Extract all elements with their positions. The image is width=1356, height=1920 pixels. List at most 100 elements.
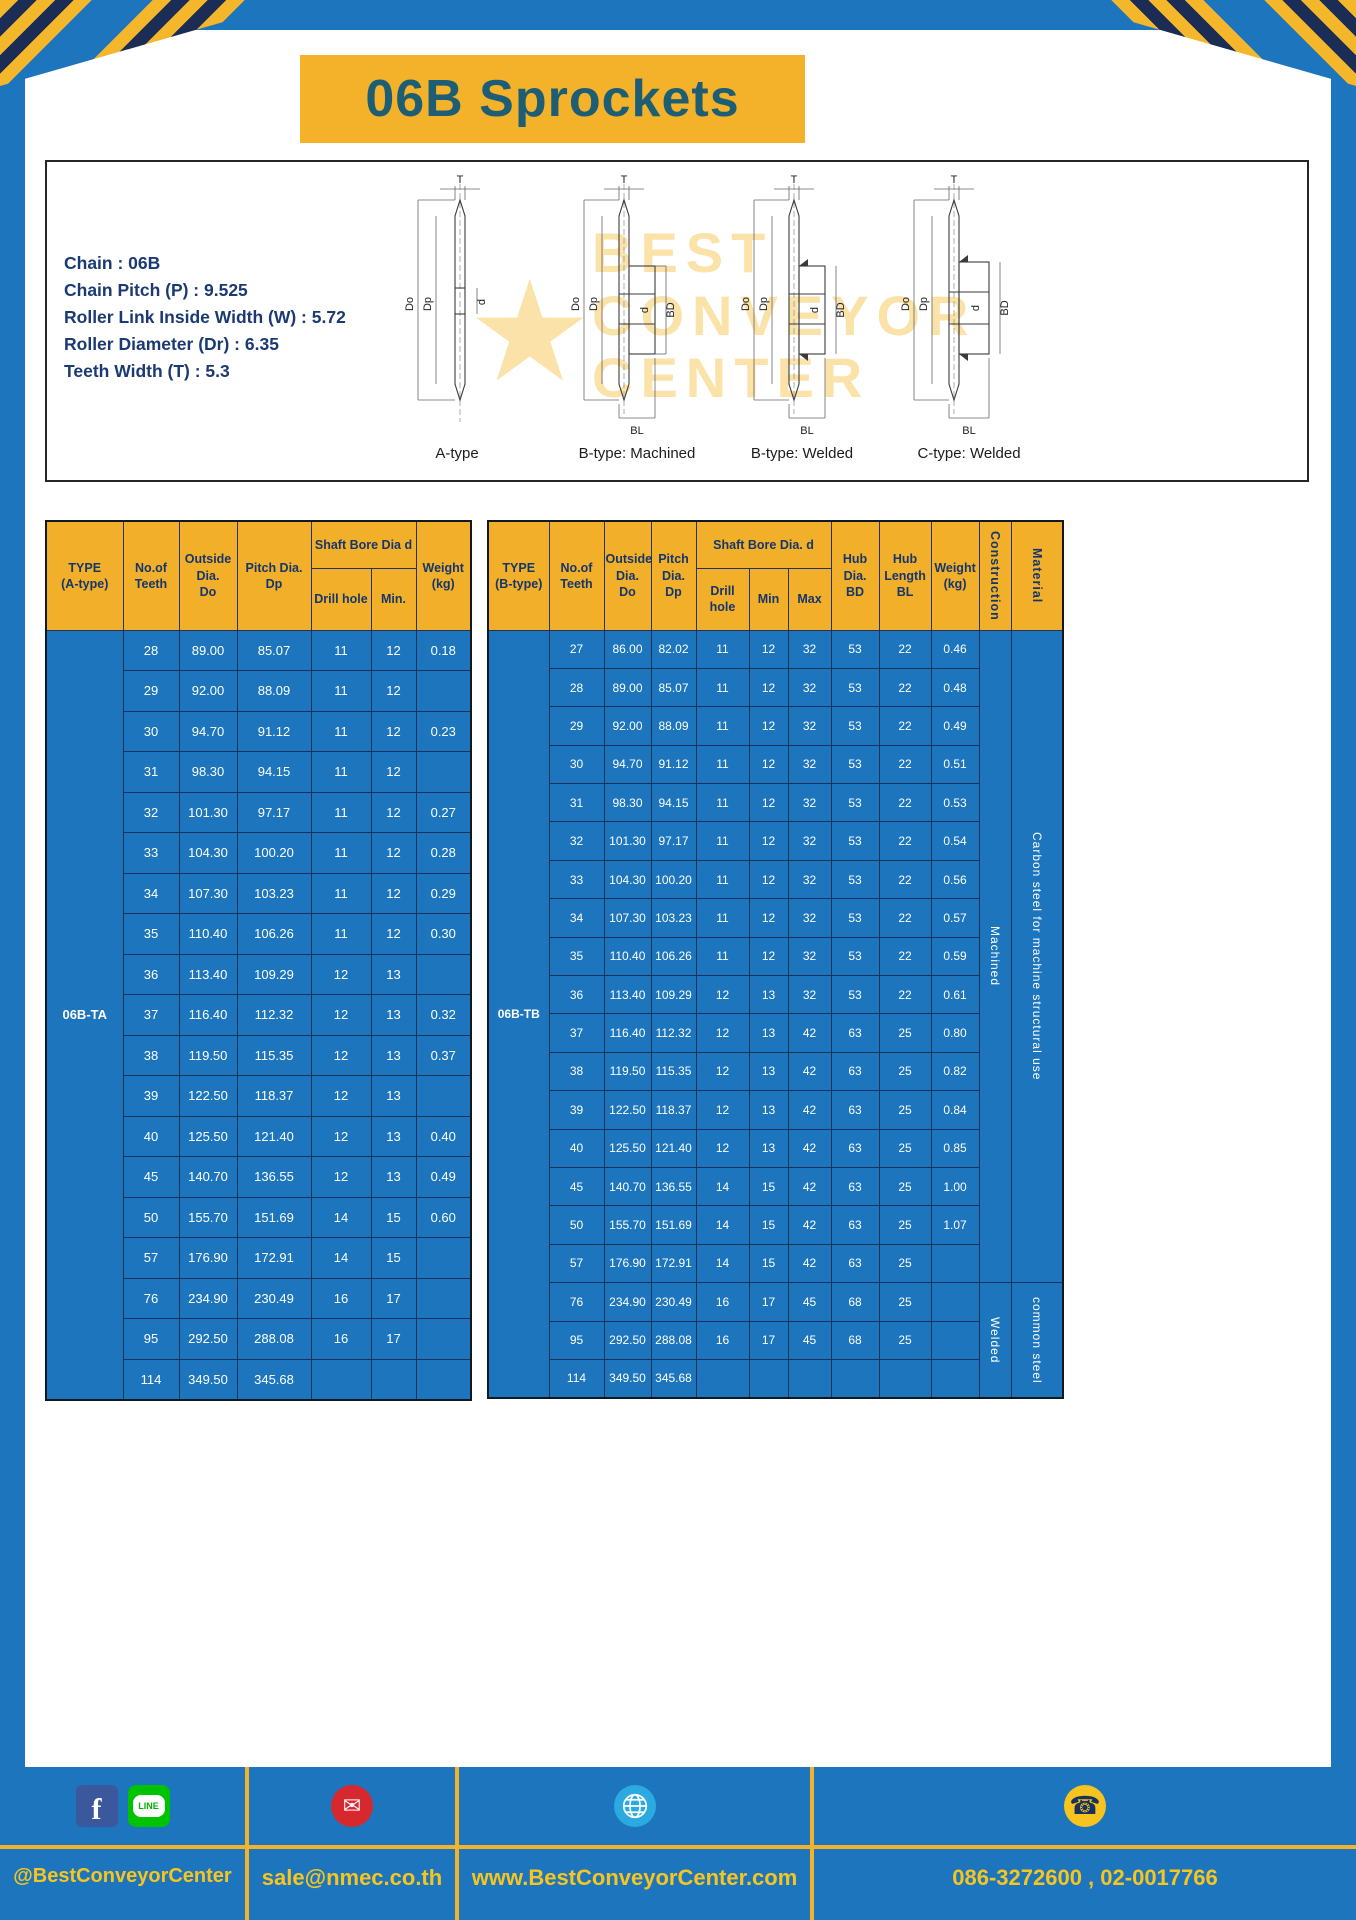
table-cell: 17 bbox=[748, 1320, 789, 1360]
table-cell: 22 bbox=[878, 859, 932, 900]
table-cell: 40 bbox=[548, 1128, 605, 1168]
table-cell: 12 bbox=[695, 1090, 750, 1130]
phone-icon[interactable]: ☎ bbox=[1064, 1785, 1106, 1827]
table-cell: 98.30 bbox=[603, 783, 652, 823]
footer-vertical-divider bbox=[455, 1767, 459, 1920]
table-cell bbox=[415, 670, 472, 712]
email-icon[interactable]: ✉ bbox=[331, 1785, 373, 1827]
table-cell: 12 bbox=[748, 667, 789, 708]
table-cell: 0.48 bbox=[930, 667, 980, 708]
table-cell: 14 bbox=[695, 1166, 750, 1207]
footer-website-section: www.BestConveyorCenter.com bbox=[459, 1767, 810, 1920]
table-cell: 17 bbox=[370, 1318, 417, 1360]
svg-text:BL: BL bbox=[630, 425, 643, 437]
table-cell: 11 bbox=[695, 859, 750, 900]
table-cell: 113.40 bbox=[178, 953, 238, 995]
table-cell: 36 bbox=[122, 953, 180, 995]
table-cell: 28 bbox=[122, 629, 180, 671]
table-cell: 53 bbox=[830, 629, 880, 669]
table-cell: 22 bbox=[878, 744, 932, 785]
column-header: Hub Length BL bbox=[878, 520, 932, 631]
table-cell bbox=[830, 1358, 880, 1399]
svg-text:d: d bbox=[639, 307, 651, 313]
table-cell: 122.50 bbox=[603, 1090, 652, 1130]
table-cell: 119.50 bbox=[603, 1051, 652, 1092]
table-cell: 122.50 bbox=[178, 1075, 238, 1117]
line-icon[interactable]: LINE bbox=[127, 1785, 170, 1827]
table-cell: 17 bbox=[370, 1277, 417, 1319]
table-cell: 109.29 bbox=[236, 953, 312, 995]
column-header: TYPE (B-type) bbox=[487, 520, 550, 631]
table-cell: 12 bbox=[695, 1013, 750, 1053]
table-cell: 22 bbox=[878, 667, 932, 708]
table-cell: 101.30 bbox=[178, 791, 238, 833]
table-cell: 1.00 bbox=[930, 1166, 980, 1207]
table-cell: 98.30 bbox=[178, 751, 238, 793]
table-cell: 0.60 bbox=[415, 1196, 472, 1238]
svg-text:BL: BL bbox=[800, 425, 813, 437]
table-cell bbox=[415, 953, 472, 995]
table-row: 57 176.90 172.91 14 15 42 63 25 bbox=[488, 1243, 1063, 1284]
table-cell: 42 bbox=[787, 1166, 832, 1207]
table-cell: 0.51 bbox=[930, 744, 980, 785]
table-cell: 11 bbox=[695, 783, 750, 823]
footer-email[interactable]: sale@nmec.co.th bbox=[261, 1865, 443, 1890]
table-cell: 12 bbox=[748, 706, 789, 746]
diagram-b-type-machined: T Do Dp BD d BL B-type: Machined bbox=[552, 174, 722, 462]
table-cell: 121.40 bbox=[236, 1115, 312, 1157]
table-cell: 89.00 bbox=[178, 629, 238, 671]
table-cell: 0.29 bbox=[415, 872, 472, 914]
table-cell: 95 bbox=[122, 1318, 180, 1360]
table-cell bbox=[930, 1282, 980, 1322]
table-row: 33 104.30 100.20 11 12 0.28 bbox=[46, 832, 472, 874]
table-cell: 32 bbox=[787, 706, 832, 746]
footer: f LINE @BestConveyorCenter ✉ sale@nmec.c… bbox=[0, 1767, 1356, 1920]
table-cell: 37 bbox=[548, 1013, 605, 1053]
table-cell: 22 bbox=[878, 898, 932, 938]
table-cell: 0.61 bbox=[930, 975, 980, 1015]
table-cell: 86.00 bbox=[603, 629, 652, 669]
table-cell: 22 bbox=[878, 936, 932, 977]
table-cell: 100.20 bbox=[650, 859, 697, 900]
table-cell: 12 bbox=[310, 1115, 372, 1157]
table-cell: 34 bbox=[548, 898, 605, 938]
facebook-icon[interactable]: f bbox=[75, 1785, 118, 1827]
table-cell: 151.69 bbox=[236, 1196, 312, 1238]
table-cell: 38 bbox=[548, 1051, 605, 1092]
table-cell: 104.30 bbox=[603, 859, 652, 900]
title-banner: 06B Sprockets bbox=[300, 55, 805, 143]
footer-phone-numbers[interactable]: 086-3272600 , 02-0017766 bbox=[952, 1865, 1218, 1890]
table-cell: 13 bbox=[370, 1156, 417, 1198]
sprocket-drawing: T Do Dp d bbox=[404, 174, 488, 422]
table-cell: 34 bbox=[122, 872, 180, 914]
svg-text:Do: Do bbox=[570, 297, 582, 311]
table-cell: 12 bbox=[310, 953, 372, 995]
table-cell: 45 bbox=[548, 1166, 605, 1207]
table-cell: 15 bbox=[748, 1243, 789, 1284]
table-cell: 32 bbox=[548, 821, 605, 861]
table-cell: 11 bbox=[695, 936, 750, 977]
table-cell: 53 bbox=[830, 667, 880, 708]
table-cell: 94.70 bbox=[178, 710, 238, 752]
footer-social-handle[interactable]: @BestConveyorCenter bbox=[13, 1865, 232, 1887]
column-header: Drill hole bbox=[310, 567, 372, 631]
footer-website[interactable]: www.BestConveyorCenter.com bbox=[471, 1865, 798, 1890]
table-cell: 53 bbox=[830, 783, 880, 823]
table-cell: 12 bbox=[370, 872, 417, 914]
table-cell: 15 bbox=[370, 1196, 417, 1238]
table-cell: 25 bbox=[878, 1243, 932, 1284]
table-cell: 13 bbox=[370, 994, 417, 1036]
table-cell: 91.12 bbox=[236, 710, 312, 752]
table-cell: 25 bbox=[878, 1128, 932, 1168]
table-cell: 0.54 bbox=[930, 821, 980, 861]
table-cell: 33 bbox=[548, 859, 605, 900]
table-cell: 234.90 bbox=[178, 1277, 238, 1319]
table-cell: 42 bbox=[787, 1090, 832, 1130]
table-cell: 14 bbox=[310, 1196, 372, 1238]
table-cell: 12 bbox=[370, 832, 417, 874]
table-cell: 22 bbox=[878, 629, 932, 669]
globe-icon[interactable] bbox=[613, 1785, 656, 1827]
table-row: 45 140.70 136.55 14 15 42 63 25 1.00 bbox=[488, 1166, 1063, 1207]
svg-text:BD: BD bbox=[999, 300, 1011, 315]
table-cell: 288.08 bbox=[236, 1318, 312, 1360]
